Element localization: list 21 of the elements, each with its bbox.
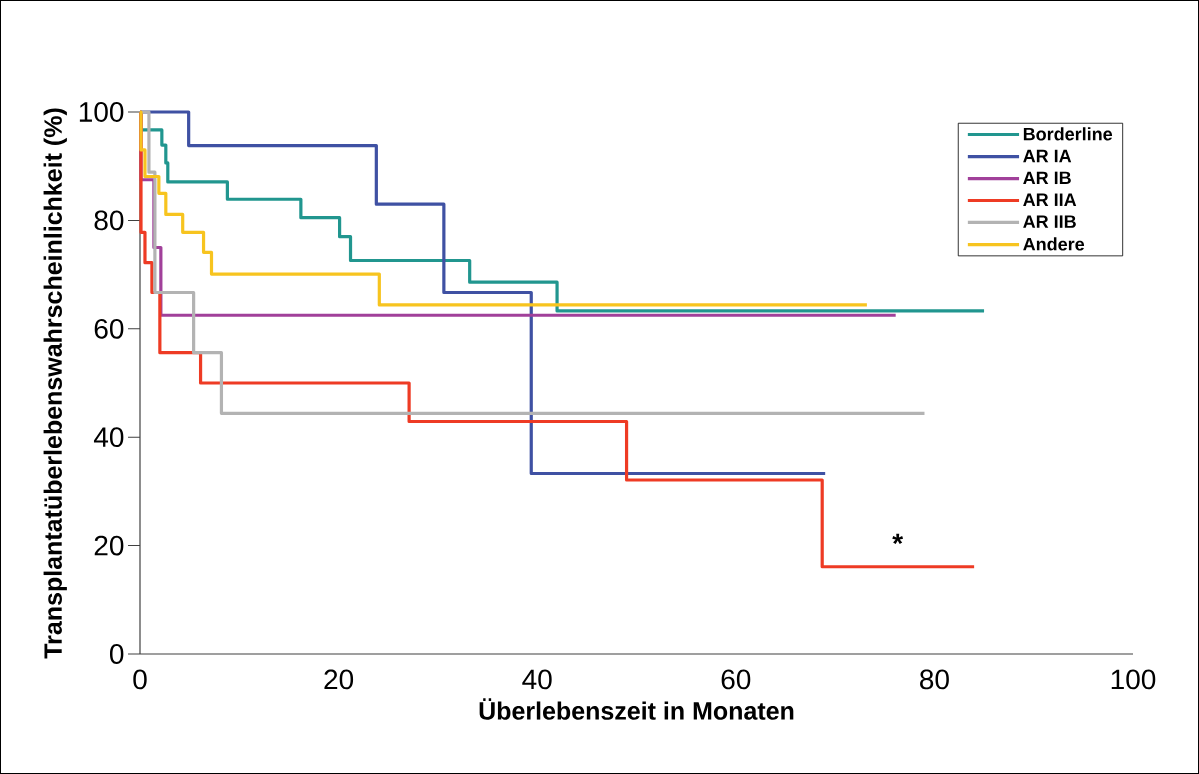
y-tick-label: 40 bbox=[93, 427, 124, 448]
legend-label: AR IB bbox=[1023, 171, 1071, 185]
legend-label: AR IA bbox=[1023, 149, 1072, 163]
x-tick-label: 40 bbox=[522, 669, 552, 690]
x-tick-label: 20 bbox=[324, 669, 354, 690]
x-tick-label: 80 bbox=[920, 669, 949, 690]
x-axis-title: Überlebenszeit in Monaten bbox=[479, 698, 794, 720]
legend-label: Andere bbox=[1023, 237, 1085, 251]
y-tick-label: 100 bbox=[79, 102, 124, 122]
y-tick-label: 0 bbox=[109, 644, 124, 664]
annotation: * bbox=[892, 533, 904, 545]
x-tick-label: 60 bbox=[721, 669, 751, 690]
y-tick-label: 60 bbox=[94, 318, 124, 339]
y-tick-label: 80 bbox=[94, 210, 124, 231]
x-tick-label: 100 bbox=[1111, 669, 1156, 690]
legend-label: Borderline bbox=[1023, 127, 1113, 141]
legend-label: AR IIB bbox=[1023, 215, 1076, 228]
y-axis-title: Transplantatüberlebenswahrscheinlichkeit (%) bbox=[43, 108, 67, 659]
x-tick-label: 0 bbox=[133, 669, 147, 690]
y-tick-label: 20 bbox=[94, 535, 124, 556]
legend-label: AR IIA bbox=[1023, 193, 1077, 206]
